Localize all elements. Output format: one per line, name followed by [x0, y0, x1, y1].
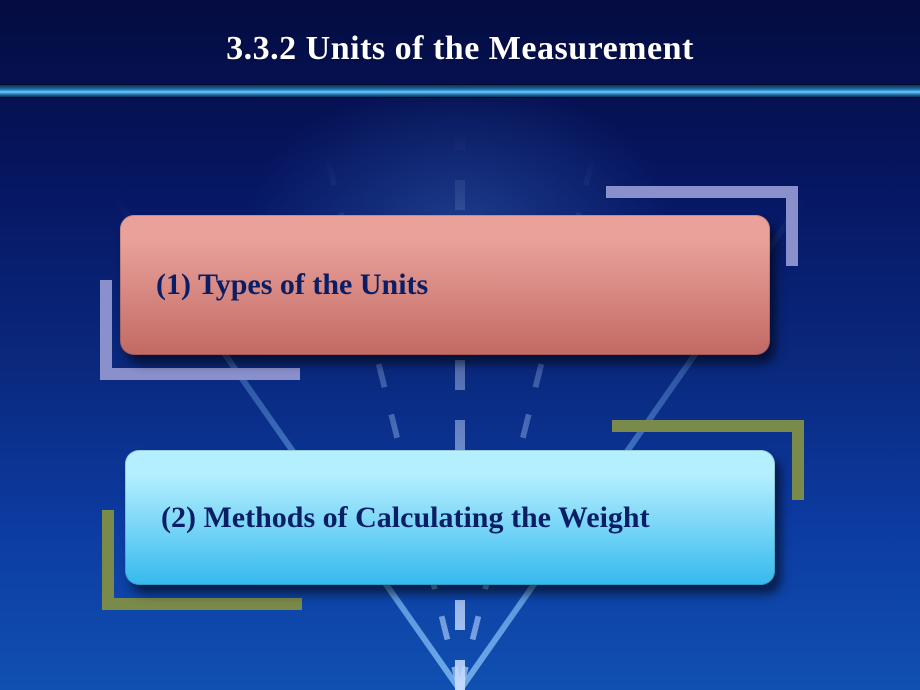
item-box-2: (2) Methods of Calculating the Weight — [125, 450, 775, 585]
slide-title: 3.3.2 Units of the Measurement — [0, 30, 920, 68]
title-divider — [0, 84, 920, 98]
item-label-2: (2) Methods of Calculating the Weight — [161, 501, 650, 535]
item-label-1: (1) Types of the Units — [156, 268, 428, 302]
item-box-1: (1) Types of the Units — [120, 215, 770, 355]
